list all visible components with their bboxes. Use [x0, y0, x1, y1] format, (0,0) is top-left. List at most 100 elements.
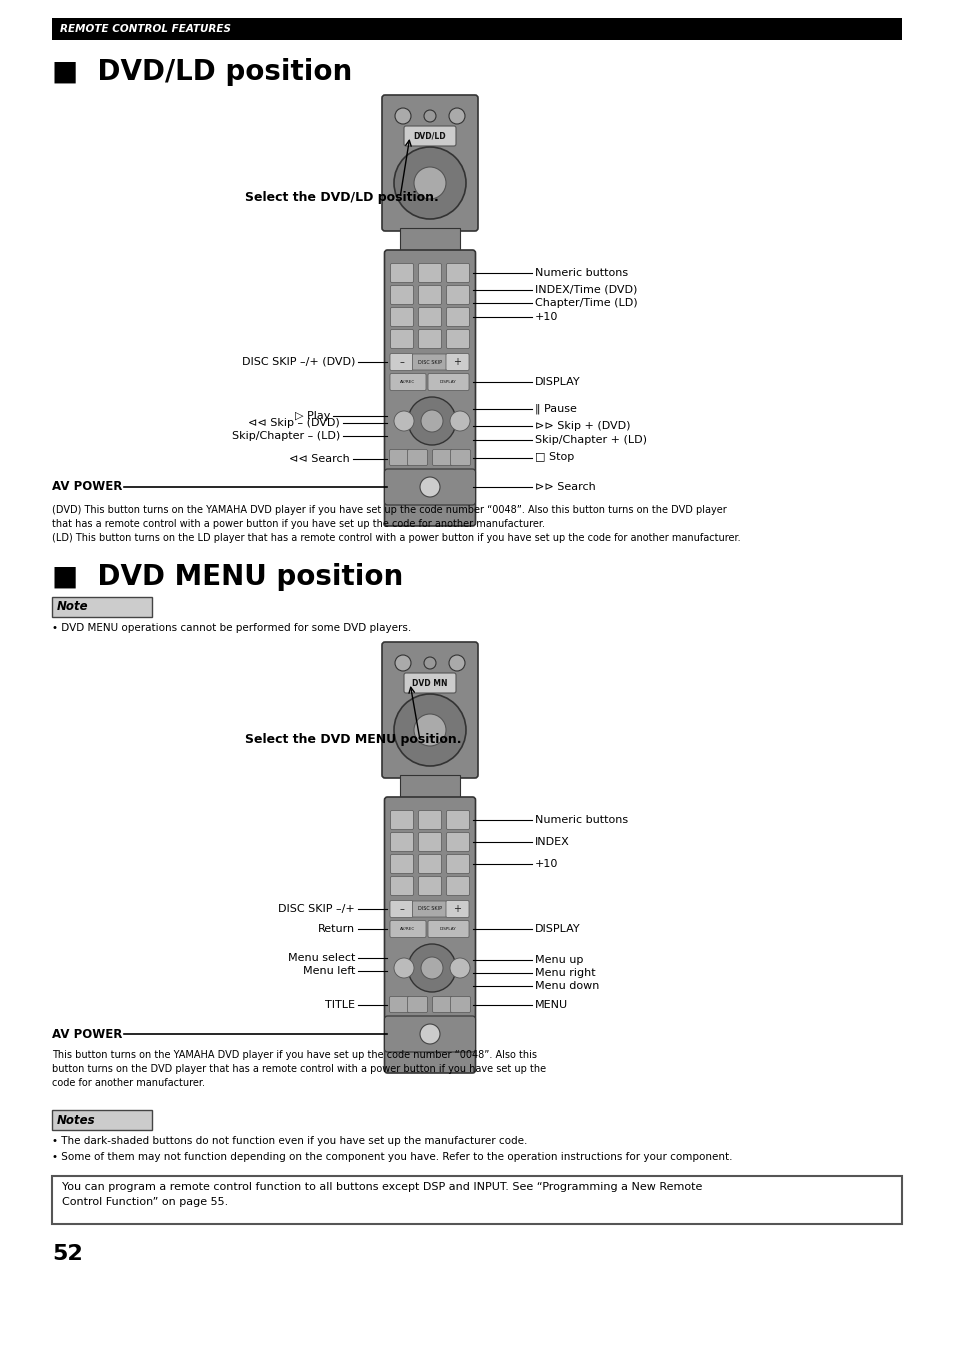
Text: Notes: Notes — [57, 1113, 95, 1127]
FancyBboxPatch shape — [384, 469, 475, 506]
Text: Skip/Chapter – (LD): Skip/Chapter – (LD) — [232, 431, 339, 441]
FancyBboxPatch shape — [381, 642, 477, 778]
Circle shape — [423, 656, 436, 669]
Circle shape — [449, 108, 464, 124]
Text: AV/REC: AV/REC — [399, 380, 415, 384]
FancyBboxPatch shape — [384, 1016, 475, 1051]
Text: DISPLAY: DISPLAY — [439, 380, 456, 384]
Text: DISC SKIP: DISC SKIP — [417, 906, 441, 911]
Circle shape — [450, 958, 470, 979]
FancyBboxPatch shape — [384, 797, 475, 1073]
FancyBboxPatch shape — [418, 263, 441, 283]
FancyBboxPatch shape — [418, 855, 441, 874]
FancyBboxPatch shape — [412, 355, 446, 369]
Circle shape — [420, 410, 442, 431]
FancyBboxPatch shape — [450, 449, 470, 465]
Text: +10: +10 — [535, 859, 558, 869]
FancyBboxPatch shape — [384, 249, 475, 526]
Circle shape — [395, 108, 411, 124]
FancyBboxPatch shape — [390, 855, 413, 874]
FancyBboxPatch shape — [418, 286, 441, 305]
Text: ⊳⊳ Skip + (DVD): ⊳⊳ Skip + (DVD) — [535, 421, 630, 431]
FancyBboxPatch shape — [450, 996, 470, 1012]
Text: INDEX/Time (DVD): INDEX/Time (DVD) — [535, 284, 637, 295]
FancyBboxPatch shape — [446, 900, 469, 918]
Bar — [399, 775, 459, 799]
Text: Menu right: Menu right — [535, 968, 595, 979]
FancyBboxPatch shape — [403, 125, 456, 146]
Text: +10: +10 — [535, 311, 558, 322]
Circle shape — [408, 398, 456, 445]
Circle shape — [423, 111, 436, 123]
FancyBboxPatch shape — [428, 921, 469, 937]
Text: ⊳⊳ Search: ⊳⊳ Search — [535, 483, 595, 492]
FancyBboxPatch shape — [403, 673, 456, 693]
Text: Menu up: Menu up — [535, 954, 583, 965]
Text: INDEX: INDEX — [535, 837, 569, 847]
Circle shape — [394, 694, 465, 766]
Text: Numeric buttons: Numeric buttons — [535, 268, 627, 278]
FancyBboxPatch shape — [381, 94, 477, 231]
Text: ⊲⊲ Skip – (DVD): ⊲⊲ Skip – (DVD) — [248, 418, 339, 429]
Text: +: + — [453, 905, 461, 914]
FancyBboxPatch shape — [418, 329, 441, 349]
Circle shape — [394, 147, 465, 218]
Circle shape — [420, 957, 442, 979]
FancyBboxPatch shape — [418, 307, 441, 326]
Text: • DVD MENU operations cannot be performed for some DVD players.: • DVD MENU operations cannot be performe… — [52, 623, 411, 634]
FancyBboxPatch shape — [446, 286, 469, 305]
FancyBboxPatch shape — [446, 329, 469, 349]
Text: DISC SKIP: DISC SKIP — [417, 360, 441, 364]
Circle shape — [408, 944, 456, 992]
Circle shape — [450, 411, 470, 431]
FancyBboxPatch shape — [52, 597, 152, 617]
Circle shape — [394, 411, 414, 431]
FancyBboxPatch shape — [407, 449, 427, 465]
Text: –: – — [398, 357, 403, 367]
Text: Note: Note — [57, 600, 89, 613]
Text: –: – — [398, 905, 403, 914]
FancyBboxPatch shape — [390, 263, 413, 283]
Text: Menu left: Menu left — [302, 967, 355, 976]
Circle shape — [414, 714, 446, 745]
FancyBboxPatch shape — [418, 876, 441, 895]
Text: AV/REC: AV/REC — [399, 927, 415, 931]
Text: ⊲⊲ Search: ⊲⊲ Search — [289, 453, 350, 464]
Text: • The dark-shaded buttons do not function even if you have set up the manufactur: • The dark-shaded buttons do not functio… — [52, 1136, 527, 1146]
Text: (DVD) This button turns on the YAMAHA DVD player if you have set up the code num: (DVD) This button turns on the YAMAHA DV… — [52, 506, 740, 543]
Text: DISPLAY: DISPLAY — [439, 927, 456, 931]
FancyBboxPatch shape — [412, 900, 446, 917]
Text: 52: 52 — [52, 1244, 83, 1264]
FancyBboxPatch shape — [418, 810, 441, 829]
Text: Menu down: Menu down — [535, 981, 598, 991]
FancyBboxPatch shape — [446, 353, 469, 371]
Text: Skip/Chapter + (LD): Skip/Chapter + (LD) — [535, 435, 646, 445]
FancyBboxPatch shape — [390, 810, 413, 829]
Text: ▷ Play: ▷ Play — [294, 411, 330, 421]
FancyBboxPatch shape — [390, 921, 426, 937]
Bar — [52, 18, 901, 40]
Text: Chapter/Time (LD): Chapter/Time (LD) — [535, 298, 637, 307]
Text: DISC SKIP –/+: DISC SKIP –/+ — [278, 905, 355, 914]
Text: ■  DVD MENU position: ■ DVD MENU position — [52, 563, 403, 590]
Text: AV POWER: AV POWER — [52, 1027, 122, 1041]
FancyBboxPatch shape — [390, 900, 413, 918]
FancyBboxPatch shape — [418, 833, 441, 852]
Text: Select the DVD/LD position.: Select the DVD/LD position. — [245, 191, 438, 205]
Text: Select the DVD MENU position.: Select the DVD MENU position. — [245, 733, 461, 747]
FancyBboxPatch shape — [432, 996, 452, 1012]
FancyBboxPatch shape — [390, 329, 413, 349]
Text: DISC SKIP –/+ (DVD): DISC SKIP –/+ (DVD) — [241, 357, 355, 367]
FancyBboxPatch shape — [432, 449, 452, 465]
Text: • Some of them may not function depending on the component you have. Refer to th: • Some of them may not function dependin… — [52, 1153, 732, 1162]
FancyBboxPatch shape — [390, 833, 413, 852]
Text: Return: Return — [317, 923, 355, 934]
Text: TITLE: TITLE — [325, 999, 355, 1010]
Circle shape — [419, 477, 439, 497]
FancyBboxPatch shape — [390, 307, 413, 326]
Text: REMOTE CONTROL FEATURES: REMOTE CONTROL FEATURES — [60, 24, 231, 34]
FancyBboxPatch shape — [446, 855, 469, 874]
Text: ‖ Pause: ‖ Pause — [535, 404, 577, 414]
Circle shape — [449, 655, 464, 671]
Text: You can program a remote control function to all buttons except DSP and INPUT. S: You can program a remote control functio… — [62, 1182, 701, 1206]
